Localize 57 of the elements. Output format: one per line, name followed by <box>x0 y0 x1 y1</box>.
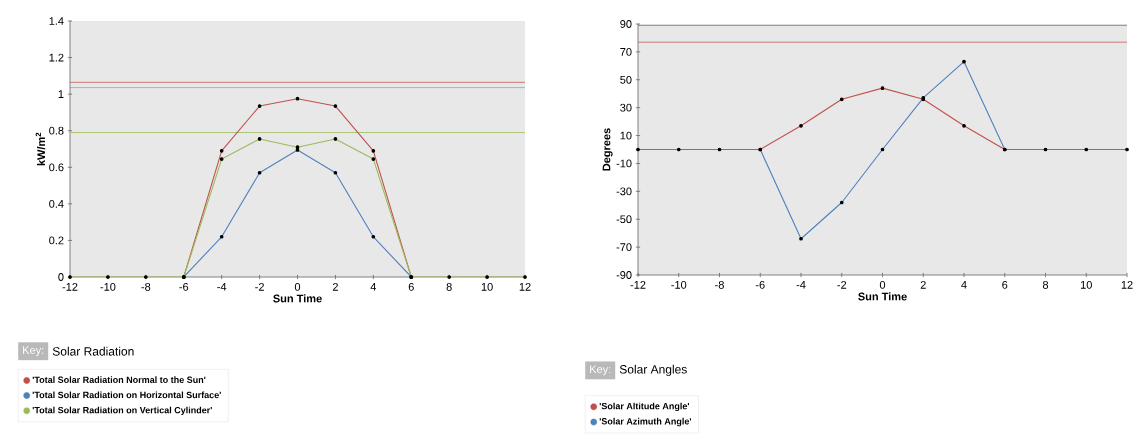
x-tick-label: 2 <box>332 283 338 291</box>
legend-title: Solar Angles <box>619 364 687 376</box>
y-tick-label: -30 <box>616 187 632 196</box>
x-tick-label: -10 <box>100 283 116 291</box>
x-tick-label: 8 <box>446 283 452 291</box>
x-tick-label: -12 <box>630 281 646 289</box>
y-tick-label: 10 <box>620 131 632 140</box>
legend-label: 'Solar Altitude Angle' <box>599 402 690 412</box>
text: Key: <box>590 365 611 376</box>
y-tick-label: 0 <box>58 273 64 281</box>
y-tick-label: 1.2 <box>49 53 64 62</box>
x-tick-label: -12 <box>62 283 78 291</box>
x-tick-label: -8 <box>141 283 151 291</box>
x-tick-label: -6 <box>179 283 189 291</box>
x-tick-label: 4 <box>961 281 967 289</box>
y-tick-label: -90 <box>616 271 632 279</box>
y-tick-label: 1 <box>58 90 64 98</box>
x-tick-label: -4 <box>796 281 806 289</box>
y-tick-label: -10 <box>616 159 632 168</box>
y-tick-label: 90 <box>620 20 632 28</box>
x-tick-label: 4 <box>370 283 377 291</box>
y-tick-label: 0.2 <box>49 236 64 245</box>
x-axis-title: Sun Time <box>858 292 907 301</box>
y-tick-label: 30 <box>620 103 632 112</box>
y-tick-label: -50 <box>616 215 632 224</box>
x-tick-label: -10 <box>671 281 687 289</box>
x-tick-label: 10 <box>1080 281 1092 289</box>
x-tick-label: 6 <box>1002 281 1008 289</box>
legend-label: 'Solar Azimuth Angle' <box>599 417 692 427</box>
x-axis-title: Sun Time <box>273 294 322 303</box>
x-tick-label: -2 <box>837 281 847 289</box>
legend-label: 'Total Solar Radiation on Horizontal Surface' <box>32 391 221 399</box>
x-tick-label: 12 <box>519 283 531 291</box>
x-tick-label: -6 <box>755 281 765 289</box>
y-tick-label: 0.4 <box>49 199 64 208</box>
legend-title: Solar Radiation <box>52 346 134 356</box>
y-tick-label: 50 <box>620 75 632 84</box>
y-axis-title: kW/m$^{2}$ <box>35 132 46 166</box>
x-tick-label: -4 <box>217 283 227 291</box>
legend-label: 'Total Solar Radiation on Vertical Cylinder' <box>32 406 212 416</box>
y-axis-title: Degrees <box>602 128 613 171</box>
x-tick-label: -8 <box>715 281 724 289</box>
y-tick-label: -70 <box>616 243 632 252</box>
x-tick-label: 10 <box>481 283 493 291</box>
legend-label: 'Total Solar Radiation Normal to the Sun' <box>32 376 206 383</box>
x-tick-label: 0 <box>879 281 886 289</box>
x-tick-label: 0 <box>294 283 301 291</box>
x-tick-label: 8 <box>1042 281 1049 289</box>
y-tick-label: 0.6 <box>49 163 64 172</box>
y-tick-label: 1.4 <box>49 17 64 25</box>
y-tick-label: 0.8 <box>49 126 64 135</box>
text: Key: <box>23 346 44 357</box>
x-tick-label: 6 <box>408 283 414 291</box>
x-tick-label: 2 <box>920 281 926 289</box>
y-tick-label: 70 <box>620 48 632 56</box>
x-tick-label: 12 <box>1121 281 1133 289</box>
x-tick-label: -2 <box>255 283 264 291</box>
